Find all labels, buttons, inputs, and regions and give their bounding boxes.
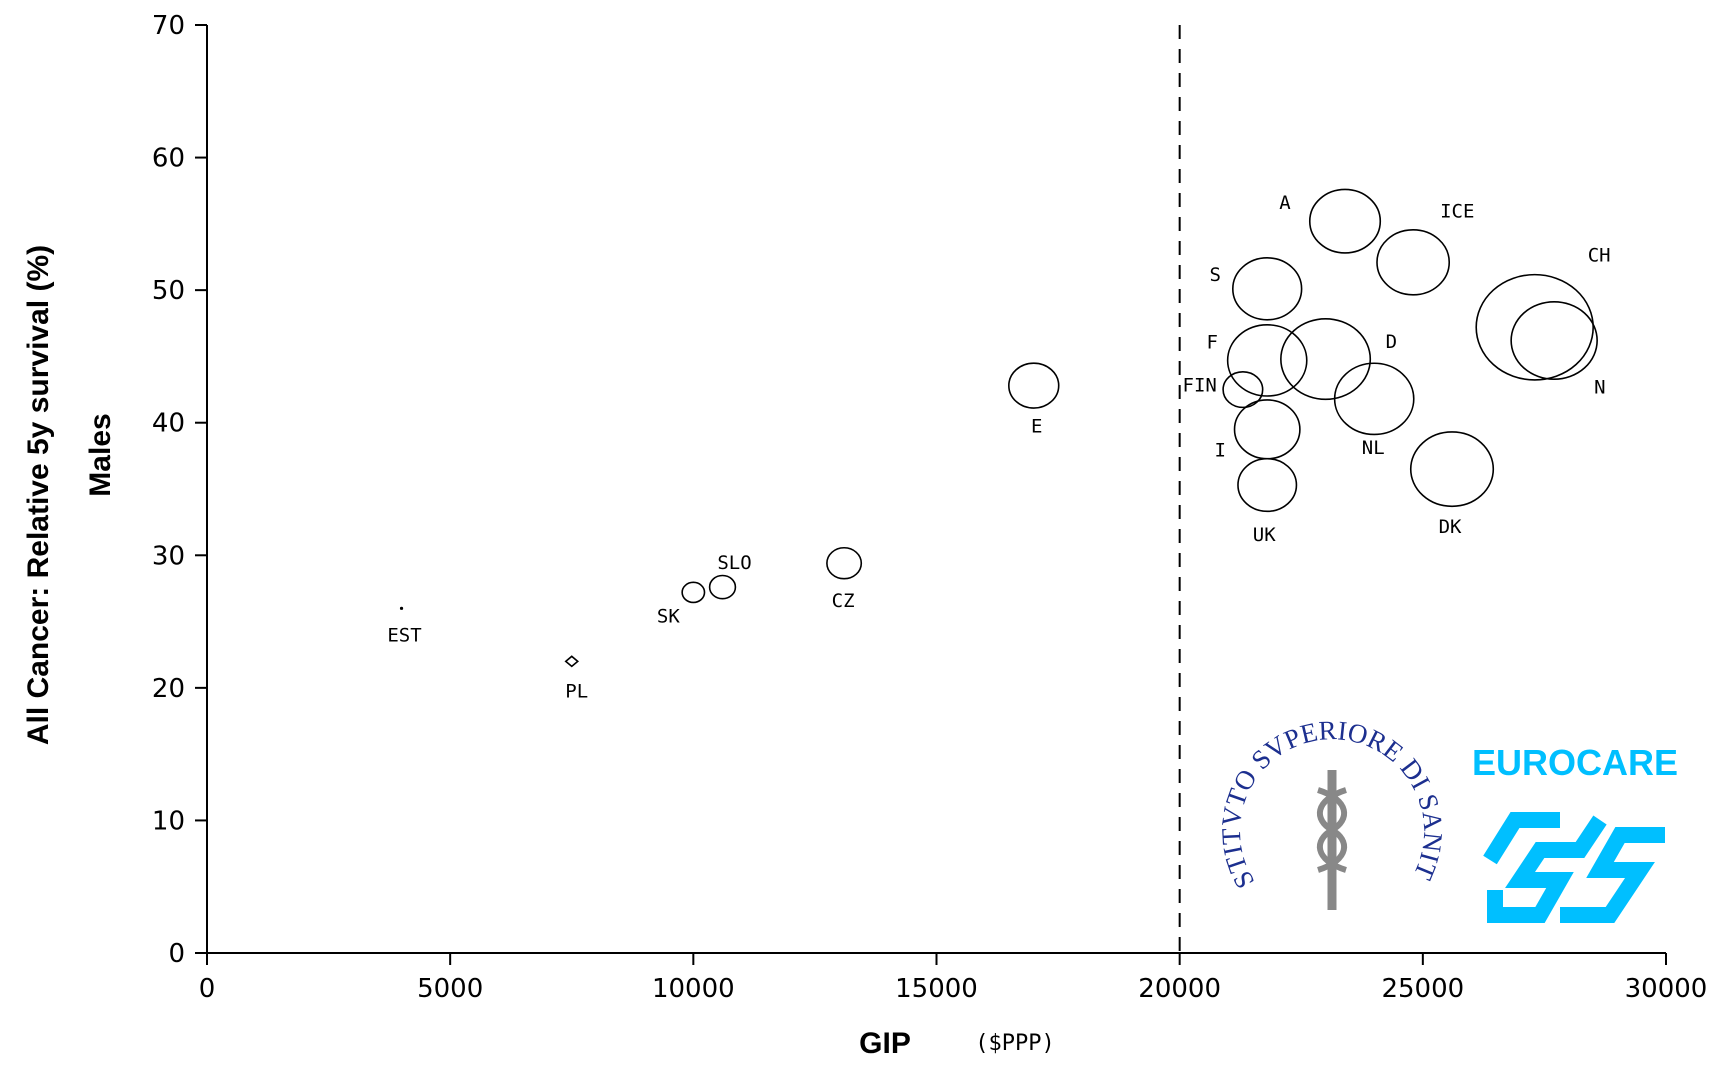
data-point: [1333, 362, 1415, 436]
eurocare-emblem-icon: [1483, 812, 1665, 923]
data-point: [826, 546, 863, 580]
eurocare-logo: EUROCARE: [1472, 742, 1678, 923]
y-tick-label: 50: [152, 276, 185, 306]
data-point-label: F: [1206, 331, 1217, 353]
x-tick-label: 5000: [417, 974, 483, 1004]
data-point: [1475, 273, 1594, 381]
data-point: [1308, 188, 1382, 254]
x-tick-label: 25000: [1381, 974, 1464, 1004]
data-point: [1376, 228, 1451, 296]
data-point-label: D: [1386, 331, 1397, 353]
data-point-label: I: [1214, 439, 1225, 461]
axes: 0 10 20 30 40 50 60 70 0 5000 10000 15000 20000 25000…: [152, 11, 1707, 1004]
data-point-label: CH: [1588, 244, 1611, 266]
y-axis-subtitle: Males: [84, 413, 117, 496]
x-tick-label: 20000: [1138, 974, 1221, 1004]
data-point-label: SLO: [717, 552, 751, 574]
data-point: [1280, 318, 1372, 401]
data-point-label: FIN: [1183, 375, 1217, 397]
iss-logo: ISTITVTO SVPERIORE DI SANITA: [1216, 715, 1448, 910]
data-point: [399, 606, 404, 610]
x-tick-label: 30000: [1625, 974, 1708, 1004]
data-point-label: ICE: [1440, 200, 1474, 222]
x-tick-label: 15000: [895, 974, 978, 1004]
y-tick-label: 40: [152, 409, 185, 439]
data-point: [1222, 370, 1264, 409]
x-tick-label: 0: [199, 974, 216, 1004]
x-axis-title: GIP: [859, 1027, 911, 1060]
data-point-label: PL: [565, 680, 588, 702]
data-point-label: UK: [1253, 524, 1276, 546]
y-tick-label: 60: [152, 144, 185, 174]
data-point-label: A: [1279, 192, 1291, 214]
eurocare-logo-text: EUROCARE: [1472, 742, 1678, 783]
y-tick-label: 20: [152, 674, 185, 704]
data-point: [1237, 457, 1298, 513]
data-point-label: S: [1209, 264, 1220, 286]
data-point: [708, 574, 737, 600]
data-point: [564, 655, 579, 668]
data-point: [1226, 324, 1308, 397]
data-point-label: NL: [1362, 437, 1385, 459]
data-point-label: DK: [1439, 516, 1462, 538]
data-point: [1232, 257, 1303, 321]
caduceus-icon: [1316, 770, 1348, 910]
y-axis-title: All Cancer: Relative 5y survival (%): [22, 245, 55, 745]
data-point: [1409, 431, 1495, 508]
y-tick-label: 0: [168, 939, 185, 969]
data-point-label: CZ: [832, 590, 855, 612]
data-point-label: E: [1031, 416, 1042, 438]
data-points: EST PL SK SLO CZ E A ICE CH S D F FIN N NL I UK DK: [387, 188, 1611, 702]
data-point-label: EST: [387, 624, 421, 646]
y-tick-label: 70: [152, 11, 185, 41]
data-point: [1510, 301, 1598, 381]
data-point: [1233, 399, 1301, 460]
data-point-label: SK: [657, 605, 680, 627]
data-point: [1008, 362, 1060, 409]
data-point: [681, 581, 706, 604]
x-axis-unit: ($PPP): [975, 1031, 1054, 1056]
data-point-label: N: [1594, 377, 1605, 399]
x-tick-label: 10000: [652, 974, 735, 1004]
y-tick-label: 10: [152, 806, 185, 836]
y-tick-label: 30: [152, 541, 185, 571]
